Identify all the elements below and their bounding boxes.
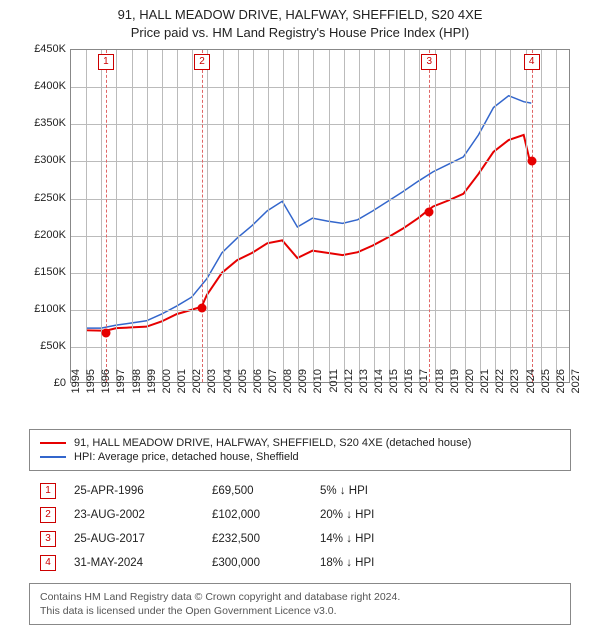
chart-title: 91, HALL MEADOW DRIVE, HALFWAY, SHEFFIEL… — [0, 0, 600, 43]
gridline-v — [389, 50, 390, 382]
gridline-v — [419, 50, 420, 382]
transaction-price: £232,500 — [212, 533, 302, 545]
gridline-v — [253, 50, 254, 382]
transaction-pct: 5% ↓ HPI — [320, 485, 410, 497]
gridline-v — [495, 50, 496, 382]
transaction-pct: 20% ↓ HPI — [320, 509, 410, 521]
transaction-row-marker: 4 — [40, 555, 56, 571]
footer-line-2: This data is licensed under the Open Gov… — [40, 604, 560, 618]
x-axis-label: 2027 — [570, 369, 600, 409]
legend-item: HPI: Average price, detached house, Shef… — [40, 450, 560, 464]
y-axis-label: £450K — [34, 43, 66, 55]
transaction-vline — [429, 50, 430, 382]
legend-label: HPI: Average price, detached house, Shef… — [74, 451, 299, 463]
transaction-marker: 3 — [421, 54, 437, 70]
y-axis-label: £100K — [34, 303, 66, 315]
gridline-v — [556, 50, 557, 382]
transaction-row-marker: 2 — [40, 507, 56, 523]
transaction-marker: 2 — [194, 54, 210, 70]
gridline-v — [510, 50, 511, 382]
y-axis-label: £50K — [40, 340, 66, 352]
gridline-v — [404, 50, 405, 382]
y-axis-label: £0 — [54, 377, 66, 389]
gridline-v — [177, 50, 178, 382]
transaction-row: 2 23-AUG-2002 £102,000 20% ↓ HPI — [40, 503, 560, 527]
legend-item: 91, HALL MEADOW DRIVE, HALFWAY, SHEFFIEL… — [40, 436, 560, 450]
footer-attribution: Contains HM Land Registry data © Crown c… — [29, 583, 571, 625]
gridline-v — [480, 50, 481, 382]
y-axis-label: £250K — [34, 192, 66, 204]
gridline-v — [223, 50, 224, 382]
transaction-price: £102,000 — [212, 509, 302, 521]
y-axis-label: £200K — [34, 229, 66, 241]
gridline-v — [359, 50, 360, 382]
sale-point — [425, 207, 434, 216]
transaction-date: 31-MAY-2024 — [74, 557, 194, 569]
gridline-v — [116, 50, 117, 382]
y-axis-label: £300K — [34, 154, 66, 166]
transaction-pct: 18% ↓ HPI — [320, 557, 410, 569]
transaction-row: 3 25-AUG-2017 £232,500 14% ↓ HPI — [40, 527, 560, 551]
title-line-1: 91, HALL MEADOW DRIVE, HALFWAY, SHEFFIEL… — [0, 6, 600, 24]
gridline-v — [526, 50, 527, 382]
series-line — [86, 135, 530, 331]
gridline-v — [283, 50, 284, 382]
gridline-v — [147, 50, 148, 382]
transaction-vline — [532, 50, 533, 382]
plot-area: 1 2 3 4 — [70, 49, 570, 383]
y-axis-label: £400K — [34, 80, 66, 92]
legend-swatch — [40, 442, 66, 444]
gridline-v — [465, 50, 466, 382]
transaction-price: £69,500 — [212, 485, 302, 497]
transaction-date: 25-AUG-2017 — [74, 533, 194, 545]
chart: 1 2 3 4 £0 £50K £100K £150K £200K £250K £300K £350… — [20, 43, 580, 423]
transaction-pct: 14% ↓ HPI — [320, 533, 410, 545]
transaction-row-marker: 1 — [40, 483, 56, 499]
gridline-v — [435, 50, 436, 382]
transaction-price: £300,000 — [212, 557, 302, 569]
gridline-v — [329, 50, 330, 382]
title-line-2: Price paid vs. HM Land Registry's House … — [0, 24, 600, 42]
transaction-marker: 1 — [98, 54, 114, 70]
transaction-date: 23-AUG-2002 — [74, 509, 194, 521]
gridline-v — [313, 50, 314, 382]
gridline-v — [268, 50, 269, 382]
transaction-row-marker: 3 — [40, 531, 56, 547]
gridline-v — [344, 50, 345, 382]
footer-line-1: Contains HM Land Registry data © Crown c… — [40, 590, 560, 604]
gridline-v — [162, 50, 163, 382]
sale-point — [101, 328, 110, 337]
transaction-row: 1 25-APR-1996 £69,500 5% ↓ HPI — [40, 479, 560, 503]
gridline-v — [238, 50, 239, 382]
sale-point — [527, 157, 536, 166]
transaction-vline — [202, 50, 203, 382]
legend: 91, HALL MEADOW DRIVE, HALFWAY, SHEFFIEL… — [29, 429, 571, 471]
y-axis-label: £150K — [34, 266, 66, 278]
y-axis-label: £350K — [34, 117, 66, 129]
gridline-v — [192, 50, 193, 382]
legend-label: 91, HALL MEADOW DRIVE, HALFWAY, SHEFFIEL… — [74, 437, 471, 449]
sale-point — [198, 304, 207, 313]
legend-swatch — [40, 456, 66, 458]
transaction-row: 4 31-MAY-2024 £300,000 18% ↓ HPI — [40, 551, 560, 575]
gridline-v — [298, 50, 299, 382]
gridline-v — [207, 50, 208, 382]
gridline-v — [374, 50, 375, 382]
gridline-v — [541, 50, 542, 382]
transaction-marker: 4 — [524, 54, 540, 70]
transaction-date: 25-APR-1996 — [74, 485, 194, 497]
gridline-v — [132, 50, 133, 382]
gridline-v — [86, 50, 87, 382]
transactions-table: 1 25-APR-1996 £69,500 5% ↓ HPI 2 23-AUG-2002 £… — [40, 479, 560, 575]
gridline-v — [450, 50, 451, 382]
